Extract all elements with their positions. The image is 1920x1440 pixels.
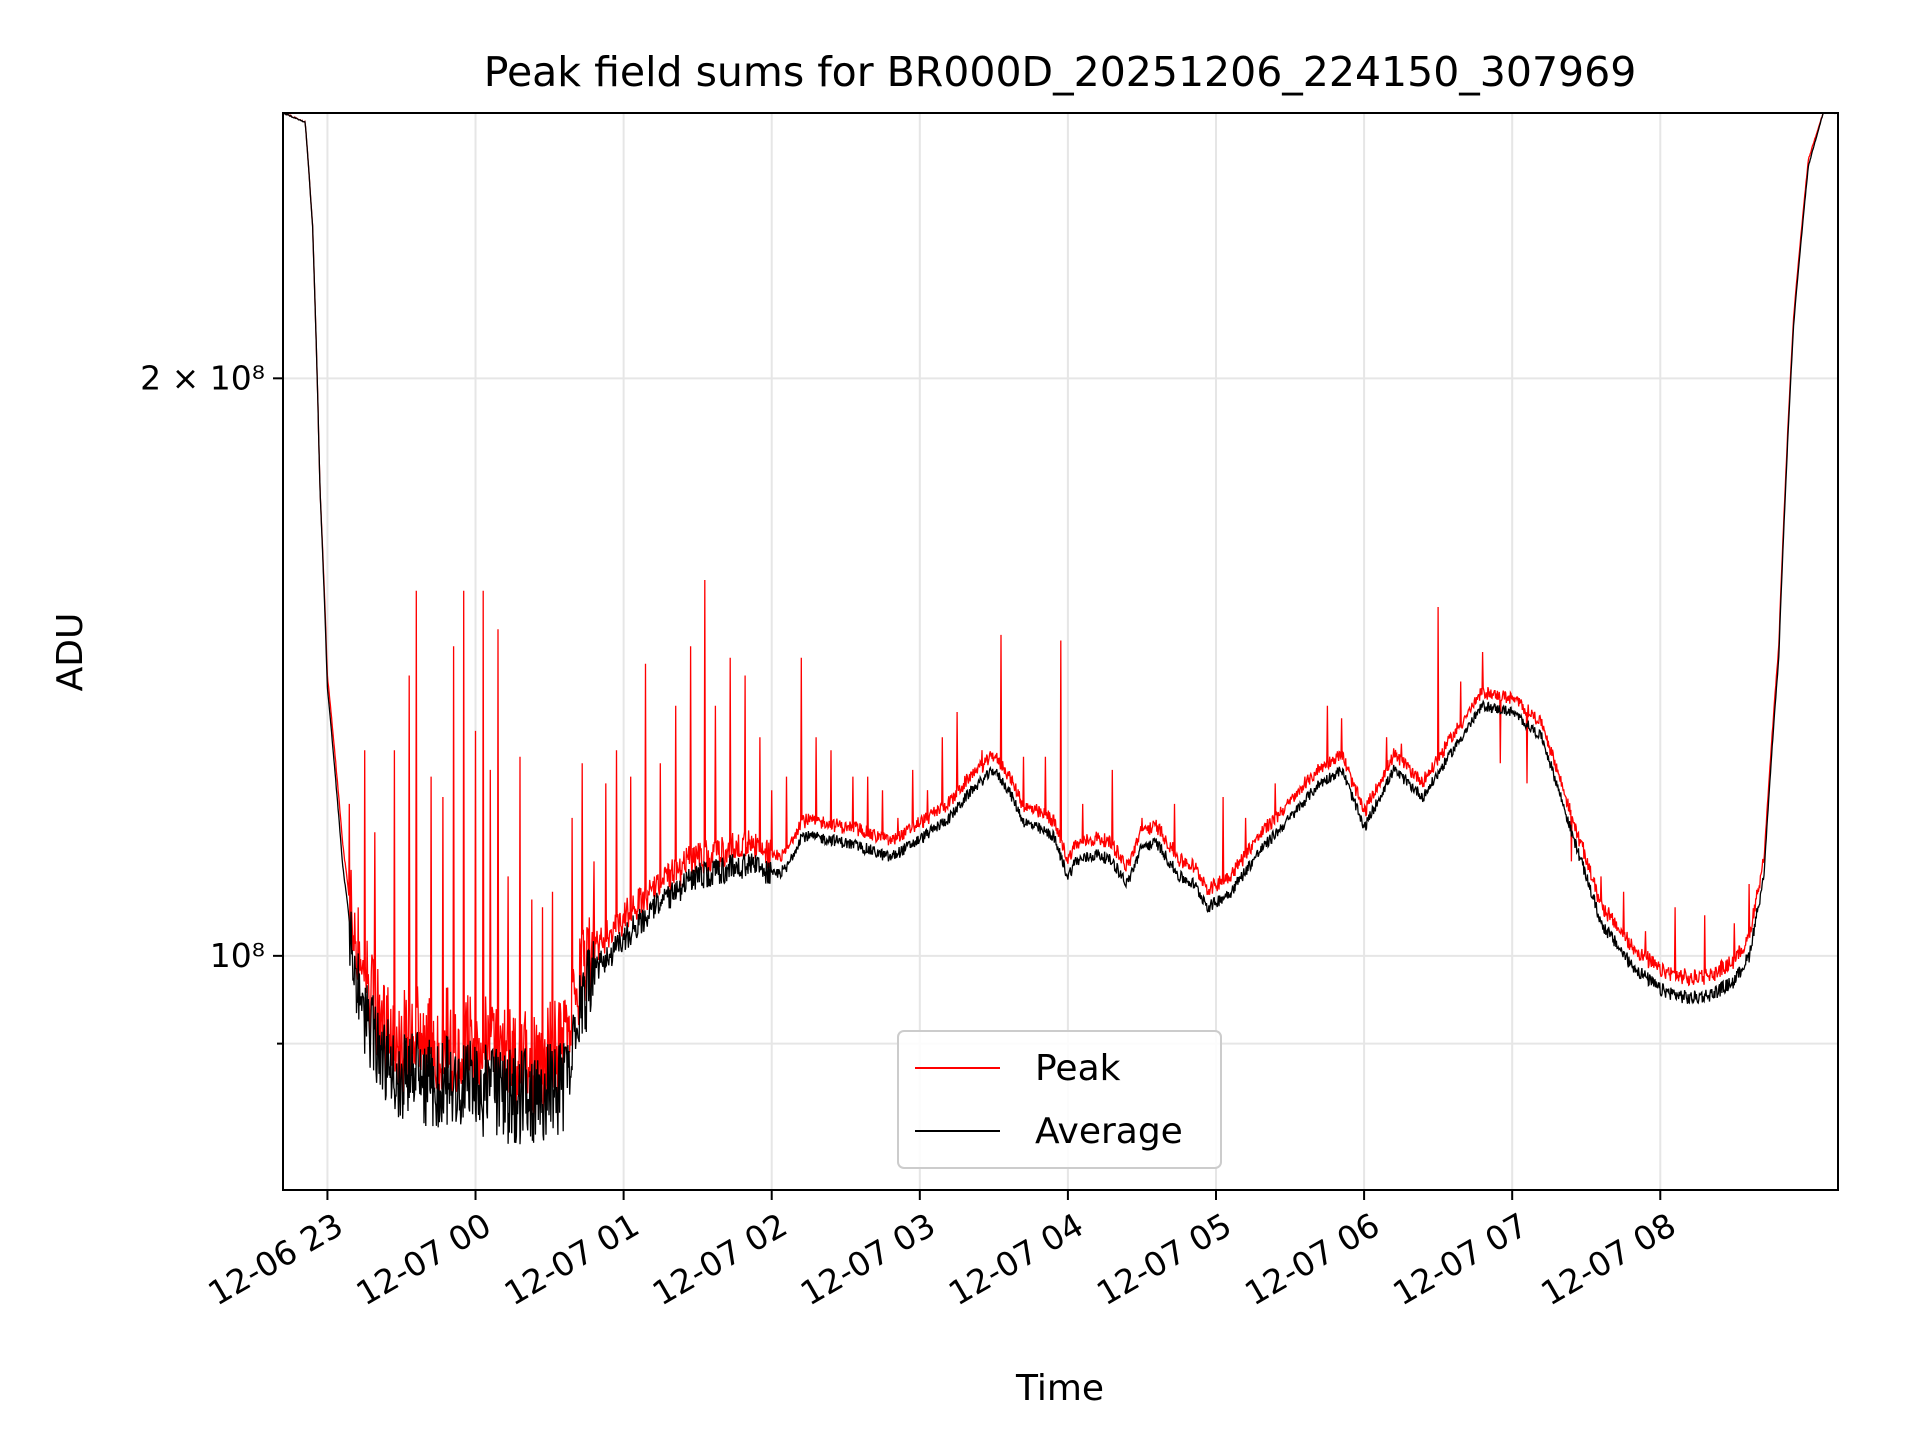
legend-peak-label: Peak [1035,1048,1121,1089]
series-layer [283,113,1838,1145]
x-tick-label: 12-07 02 [646,1205,794,1313]
legend-average-label: Average [1035,1111,1183,1152]
x-tick-label: 12-07 04 [942,1205,1090,1313]
x-tick-label: 12-07 03 [794,1205,942,1313]
x-tick-label: 12-07 06 [1238,1205,1386,1313]
series-peak-line [283,113,1838,1126]
x-tick-label: 12-07 08 [1534,1205,1682,1313]
series-average-line [283,113,1838,1145]
ticks-layer: 12-06 23 12-07 00 12-07 01 12-07 02 12-07 03… [140,358,1682,1313]
y-tick-label: 10⁸ [210,936,265,975]
x-tick-label: 12-07 00 [350,1205,498,1313]
y-axis-label: ADU [50,613,91,692]
x-tick-label: 12-07 07 [1386,1205,1534,1313]
x-tick-label: 12-06 23 [201,1205,349,1313]
legend: Peak Average [897,1030,1222,1169]
x-tick-label: 12-07 01 [498,1205,646,1313]
x-axis-label: Time [1015,1368,1104,1409]
chart-title: Peak field sums for BR000D_20251206_2241… [484,48,1637,96]
legend-box [897,1030,1222,1169]
plot-frame [282,112,1839,1191]
y-tick-label: 2 × 10⁸ [140,358,265,397]
x-tick-label: 12-07 05 [1090,1205,1238,1313]
